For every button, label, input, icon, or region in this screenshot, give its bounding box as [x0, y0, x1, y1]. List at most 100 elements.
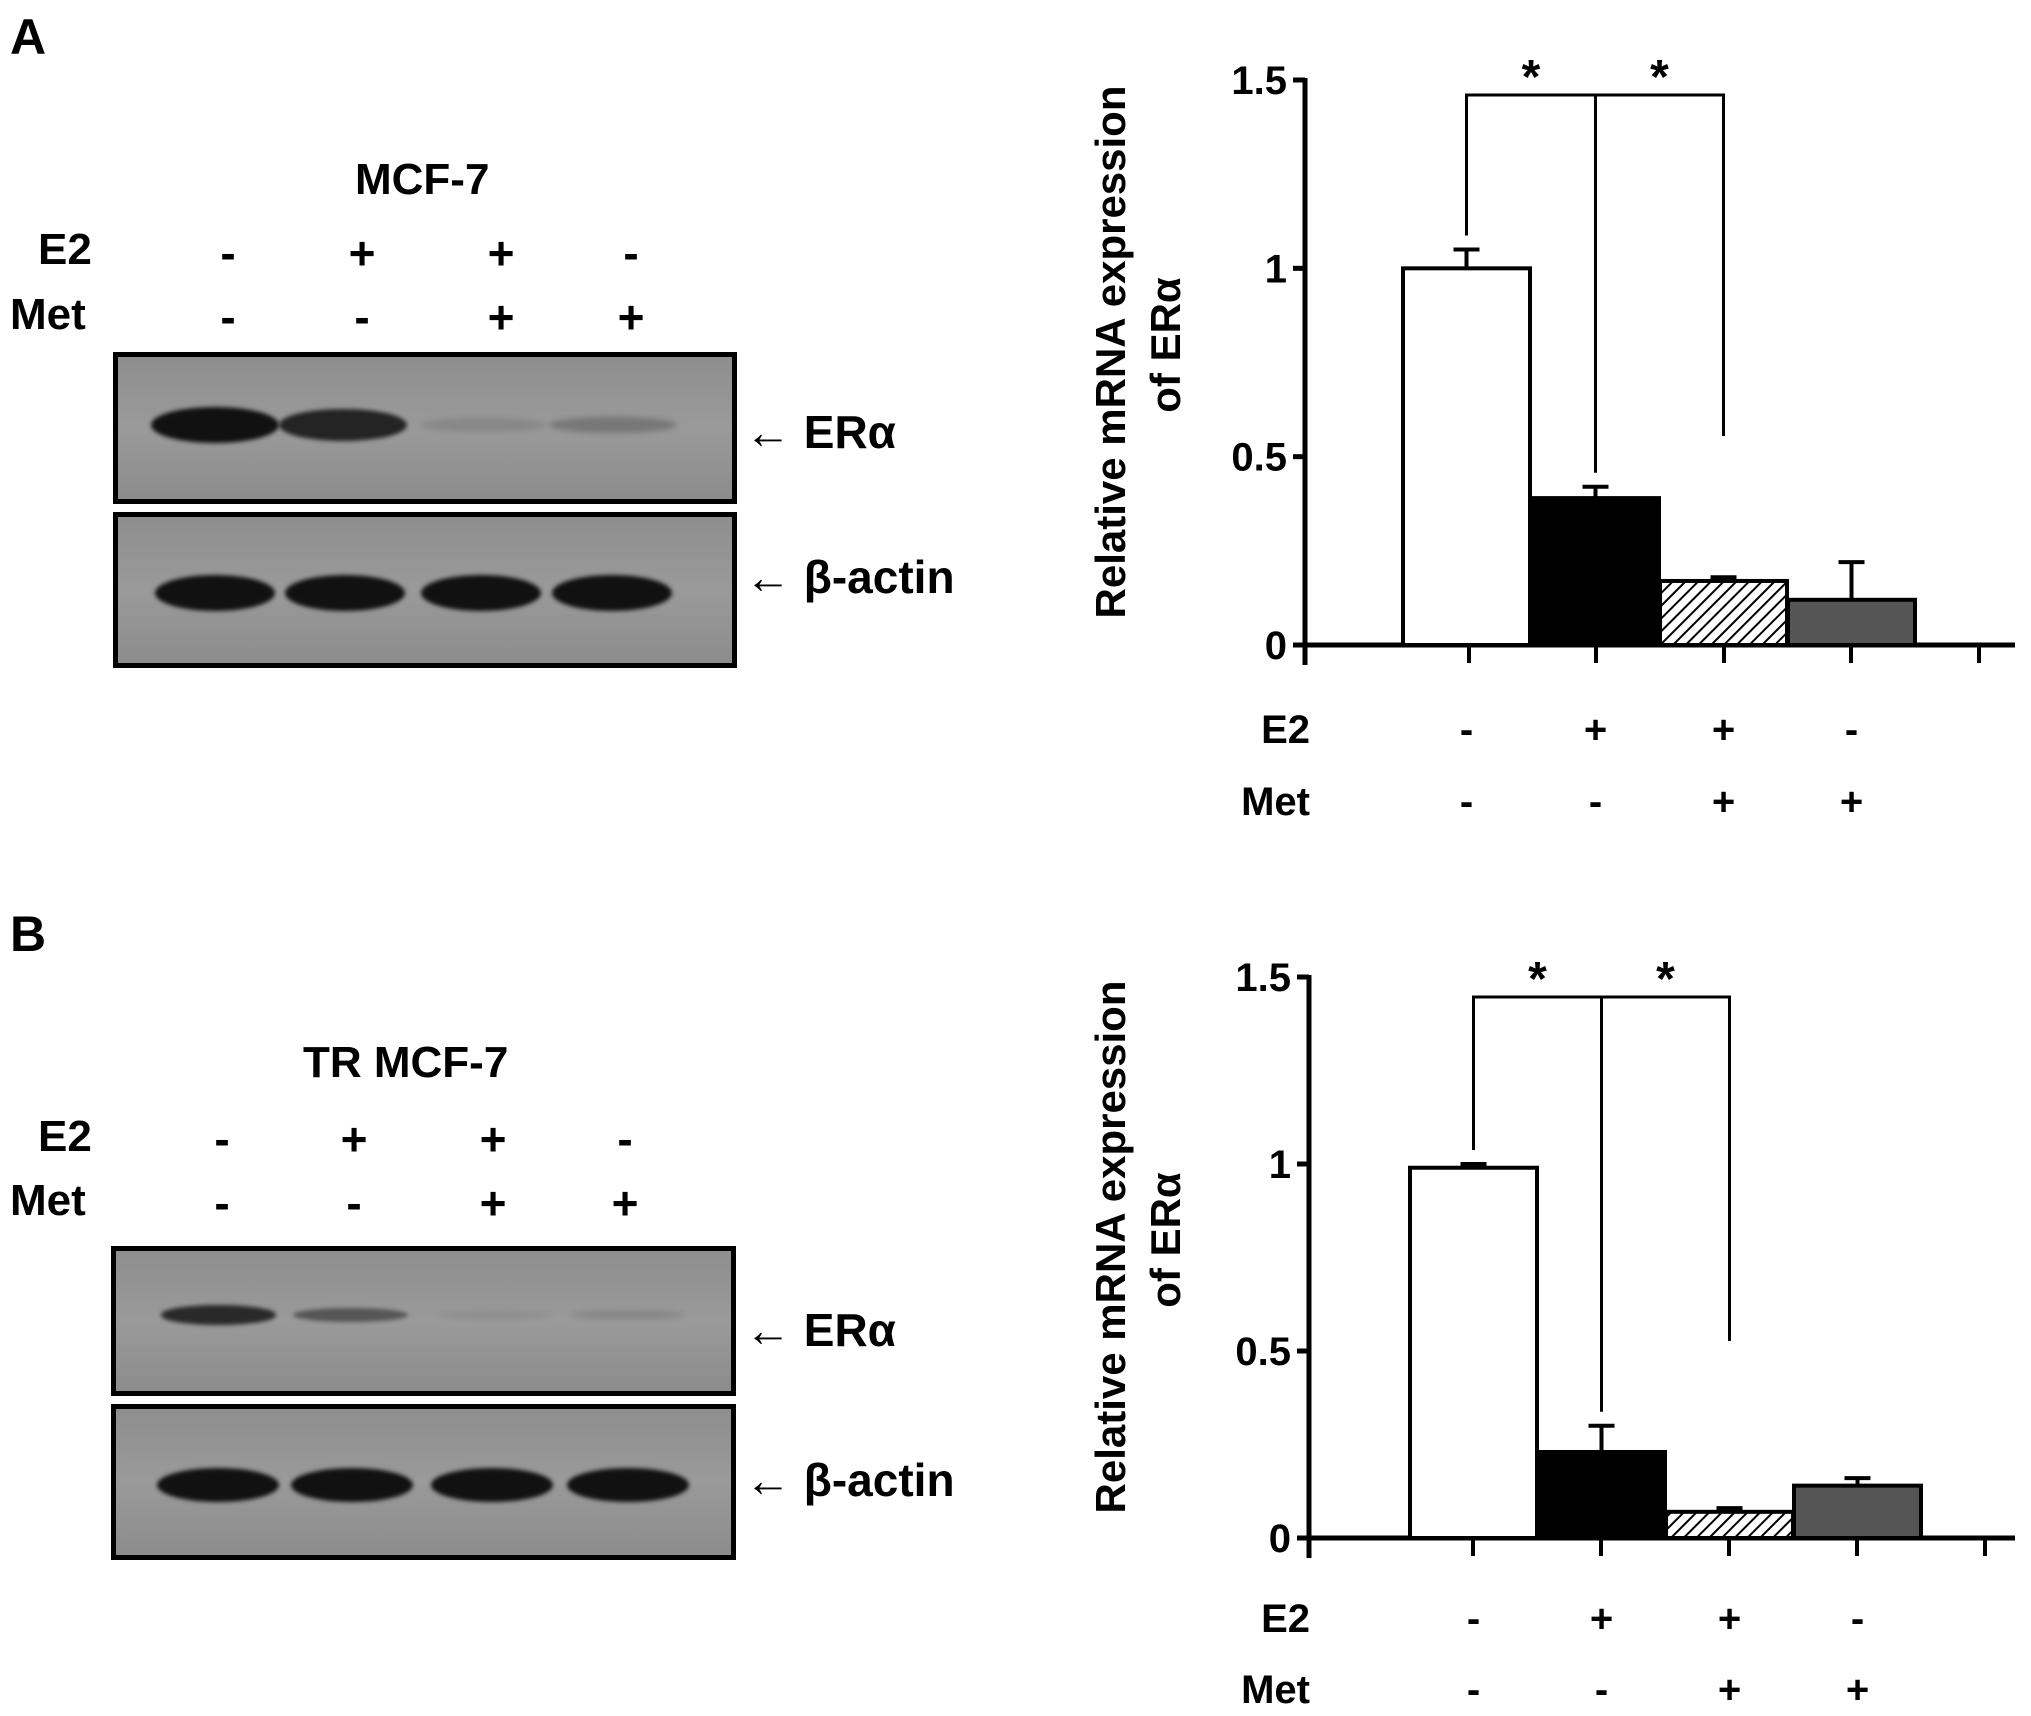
panel-letter-a: A	[10, 9, 47, 65]
actin-blot-b	[111, 1404, 736, 1560]
panel-letter-b: B	[10, 906, 47, 962]
blot-met-symbol-b-2: -	[346, 1177, 362, 1229]
left-arrow-icon: ←	[745, 1304, 791, 1356]
y-axis-label-line2-b: of ERα	[1142, 1172, 1189, 1308]
chart-met-label-a: Met	[1241, 780, 1310, 824]
era-marker-label-a: ERα	[803, 406, 896, 458]
era-marker-b: ← ERα	[745, 1303, 896, 1357]
era-band-b-2	[292, 1307, 408, 1323]
left-arrow-icon: ←	[745, 406, 791, 458]
y-axis-label-line1-b: Relative mRNA expression	[1087, 981, 1134, 1514]
chart-e2-symbol-b-4: -	[1851, 1597, 1864, 1641]
actin-band-b-4	[567, 1468, 689, 1502]
significance-star-b-2: *	[1656, 953, 1675, 1006]
actin-band-b-3	[431, 1468, 553, 1502]
era-marker-a: ← ERα	[745, 405, 896, 459]
chart-met-symbol-a-4: +	[1840, 780, 1863, 824]
actin-band-b-2	[291, 1468, 413, 1502]
cell-line-title-a: MCF-7	[355, 155, 490, 204]
cell-line-title-b: TR MCF-7	[303, 1038, 509, 1087]
blot-e2-symbol-b-1: -	[214, 1113, 230, 1165]
chart-met-symbol-b-1: -	[1467, 1668, 1480, 1712]
blot-met-symbol-a-3: +	[487, 291, 515, 343]
bar-b-4	[1792, 1483, 1923, 1541]
blot-met-symbol-b-4: +	[611, 1177, 639, 1229]
bar-a-4	[1786, 597, 1917, 647]
chart-met-symbol-b-3: +	[1718, 1668, 1741, 1712]
chart-e2-symbol-b-2: +	[1590, 1597, 1613, 1641]
chart-a: 0 0.5 1 1.5 Relative mRNA expression of ERα * *…	[1087, 51, 2015, 824]
era-marker-label-b: ERα	[803, 1304, 896, 1356]
era-blot-a	[113, 352, 737, 504]
significance-star-b-1: *	[1528, 953, 1547, 1006]
blot-e2-symbol-a-4: -	[623, 227, 639, 279]
y-tick-label-a-2: 1	[1265, 247, 1287, 291]
bar-a-1	[1401, 266, 1532, 647]
chart-met-symbol-b-2: -	[1595, 1668, 1608, 1712]
chart-e2-symbol-a-2: +	[1584, 708, 1607, 752]
chart-met-symbol-a-3: +	[1712, 780, 1735, 824]
chart-e2-symbol-a-4: -	[1845, 708, 1858, 752]
blot-e2-symbol-a-2: +	[348, 227, 376, 279]
blot-e2-symbol-a-1: -	[220, 227, 236, 279]
era-band-a-1	[151, 407, 279, 443]
blot-e2-symbol-b-3: +	[479, 1113, 507, 1165]
chart-b: 0 0.5 1 1.5 Relative mRNA expression of ERα * *…	[1087, 953, 2015, 1712]
y-axis-label-line1-a: Relative mRNA expression	[1087, 86, 1134, 619]
chart-met-label-b: Met	[1241, 1668, 1310, 1712]
era-band-b-1	[160, 1305, 276, 1325]
actin-marker-a: ← β-actin	[745, 550, 955, 604]
left-arrow-icon: ←	[745, 1454, 791, 1506]
chart-met-symbol-a-1: -	[1460, 780, 1473, 824]
treatment-label-met-b: Met	[10, 1176, 86, 1225]
era-band-b-3	[436, 1311, 552, 1319]
actin-band-a-3	[421, 575, 541, 611]
actin-band-b-1	[157, 1468, 279, 1502]
blot-e2-symbol-b-2: +	[340, 1113, 368, 1165]
chart-e2-label-b: E2	[1261, 1597, 1310, 1641]
blot-met-symbol-b-3: +	[479, 1177, 507, 1229]
bar-b-3	[1664, 1509, 1795, 1540]
significance-bracket-a-2	[1594, 93, 1725, 473]
y-tick-label-a-0: 0	[1265, 624, 1287, 668]
y-tick-label-b-2: 1	[1269, 1143, 1291, 1187]
actin-marker-b: ← β-actin	[745, 1453, 955, 1507]
significance-star-a-2: *	[1650, 51, 1669, 104]
actin-blot-a	[113, 512, 737, 668]
y-tick-label-b-0: 0	[1269, 1517, 1291, 1561]
y-tick-label-a-3: 1.5	[1231, 59, 1287, 103]
blot-met-symbol-b-1: -	[214, 1177, 230, 1229]
actin-marker-label-b: β-actin	[803, 1454, 955, 1506]
significance-star-a-1: *	[1522, 51, 1541, 104]
bar-a-3	[1658, 578, 1789, 648]
era-blot-b	[111, 1246, 736, 1396]
blot-met-symbol-a-2: -	[354, 291, 370, 343]
chart-e2-symbol-b-1: -	[1467, 1597, 1480, 1641]
blot-met-symbol-a-4: +	[617, 291, 645, 343]
bar-a-2	[1530, 496, 1661, 647]
actin-band-a-2	[285, 575, 405, 611]
era-band-a-4	[549, 416, 677, 434]
chart-met-symbol-a-2: -	[1589, 780, 1602, 824]
blot-e2-symbol-a-3: +	[487, 227, 515, 279]
actin-band-a-4	[552, 575, 672, 611]
y-tick-label-b-3: 1.5	[1235, 956, 1291, 1000]
y-tick-label-a-1: 0.5	[1231, 436, 1287, 480]
bar-b-2	[1536, 1449, 1667, 1540]
chart-e2-symbol-b-3: +	[1718, 1597, 1741, 1641]
blot-e2-symbol-b-4: -	[617, 1113, 633, 1165]
treatment-label-e2-b: E2	[38, 1112, 92, 1161]
chart-met-symbol-b-4: +	[1846, 1668, 1869, 1712]
treatment-label-e2-a: E2	[38, 225, 92, 274]
treatment-label-met-a: Met	[10, 290, 86, 339]
significance-bracket-b-2	[1600, 995, 1731, 1412]
actin-marker-label-a: β-actin	[803, 551, 955, 603]
chart-e2-symbol-a-3: +	[1712, 708, 1735, 752]
chart-e2-label-a: E2	[1261, 708, 1310, 752]
era-band-b-4	[569, 1310, 685, 1320]
chart-e2-symbol-a-1: -	[1460, 708, 1473, 752]
era-band-a-3	[419, 418, 547, 432]
y-axis-label-line2-a: of ERα	[1142, 277, 1189, 413]
blot-met-symbol-a-1: -	[220, 291, 236, 343]
